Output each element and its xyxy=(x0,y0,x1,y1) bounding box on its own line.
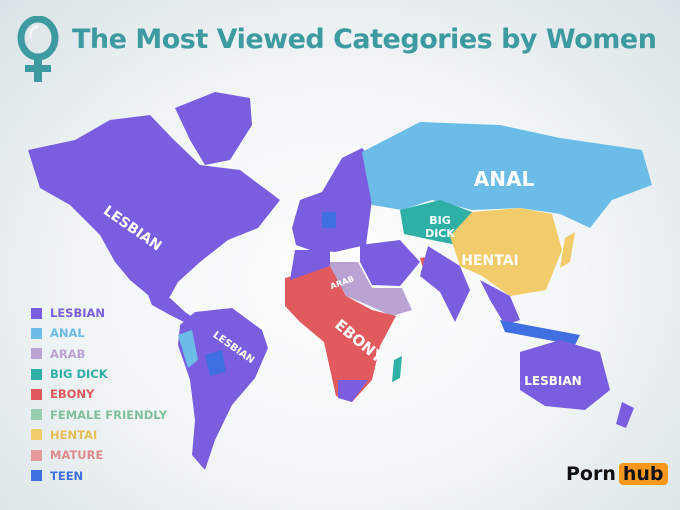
page-title: The Most Viewed Categories by Women xyxy=(72,24,657,55)
indonesia xyxy=(500,320,580,345)
bolivia-teen xyxy=(205,350,226,376)
south-america xyxy=(178,308,268,470)
brand-logo: Porn hub xyxy=(566,463,668,485)
europe xyxy=(292,148,378,252)
map-label-china: HENTAI xyxy=(461,253,519,269)
australia xyxy=(520,340,610,410)
legend-item-big-dick: BIG DICK xyxy=(31,364,167,384)
japan xyxy=(560,232,575,268)
north-america xyxy=(28,115,280,300)
europe-teen xyxy=(322,212,336,228)
map-label-central-asia-2: DICK xyxy=(425,227,455,240)
greenland xyxy=(175,92,252,165)
legend-item-teen: TEEN xyxy=(31,465,167,485)
madagascar xyxy=(392,356,402,382)
africa-north xyxy=(290,250,330,280)
female-symbol-icon xyxy=(14,15,62,88)
map-label-australia: LESBIAN xyxy=(524,374,581,388)
southeast-asia xyxy=(480,280,520,325)
legend-item-lesbian: LESBIAN xyxy=(31,303,167,323)
legend-item-arab: ARAB xyxy=(31,344,167,364)
new-zealand xyxy=(616,402,634,428)
russia xyxy=(362,122,652,228)
peru-anal xyxy=(178,330,198,368)
china xyxy=(450,208,562,296)
map-label-russia: ANAL xyxy=(474,167,535,191)
map-label-central-asia-1: BIG xyxy=(429,214,451,227)
africa xyxy=(285,266,396,402)
legend-item-anal: ANAL xyxy=(31,323,167,343)
central-america xyxy=(148,295,200,326)
legend: LESBIAN ANAL ARAB BIG DICK EBONY FEMALE … xyxy=(31,303,167,486)
south-africa xyxy=(338,380,368,402)
india xyxy=(420,246,470,322)
legend-item-female-friendly: FEMALE FRIENDLY xyxy=(31,404,167,424)
legend-item-mature: MATURE xyxy=(31,445,167,465)
legend-item-hentai: HENTAI xyxy=(31,425,167,445)
legend-item-ebony: EBONY xyxy=(31,384,167,404)
turkey-iran xyxy=(360,240,420,286)
